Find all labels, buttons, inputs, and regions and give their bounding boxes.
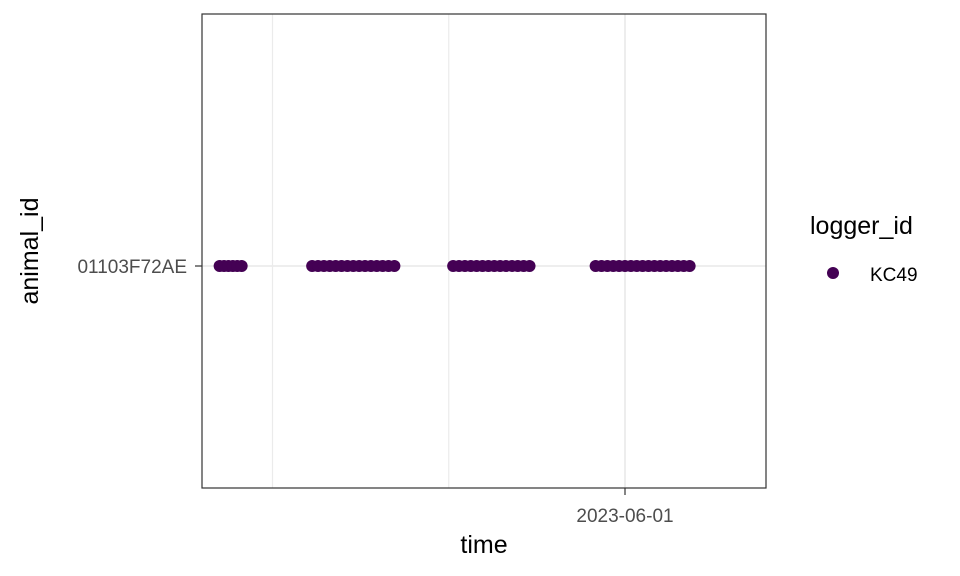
data-point xyxy=(235,260,248,272)
y-axis-title: animal_id xyxy=(16,197,44,304)
data-point xyxy=(388,260,401,272)
legend-title: logger_id xyxy=(810,212,913,240)
x-axis-title: time xyxy=(460,531,507,559)
legend-key-kc49 xyxy=(827,267,839,279)
data-point xyxy=(683,260,696,272)
data-point xyxy=(523,260,536,272)
data-points xyxy=(213,260,696,272)
legend-label-kc49: KC49 xyxy=(870,265,918,286)
y-tick-label: 01103F72AE xyxy=(77,257,187,278)
axes: 2023-06-01 01103F72AE xyxy=(77,257,673,527)
legend: logger_id KC49 xyxy=(810,212,918,286)
plot-border xyxy=(201,13,767,489)
plot-panel xyxy=(202,14,766,488)
x-tick-label: 2023-06-01 xyxy=(576,506,673,527)
